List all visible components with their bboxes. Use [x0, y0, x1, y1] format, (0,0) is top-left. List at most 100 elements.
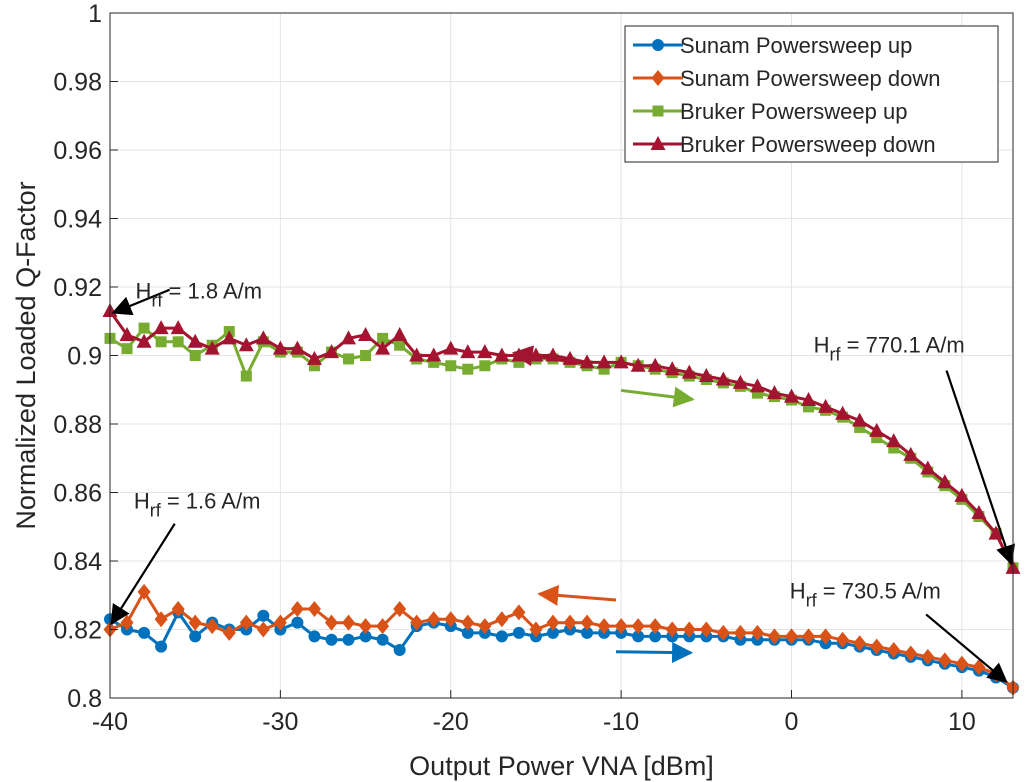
- data-point: [307, 600, 321, 617]
- data-point: [596, 354, 612, 369]
- data-point: [257, 609, 270, 622]
- annotations: Hrf = 1.8 A/m Hrf = 770.1 A/m Hrf = 1.6 A/…: [110, 279, 1016, 683]
- data-point: [273, 614, 287, 631]
- legend-entry: Sunam Powersweep down: [633, 66, 940, 91]
- data-point: [715, 371, 731, 386]
- data-point: [732, 374, 748, 389]
- data-point: [343, 353, 355, 365]
- data-point: [119, 326, 135, 341]
- data-point: [155, 336, 167, 348]
- legend-label: Bruker Powersweep down: [680, 132, 936, 157]
- annotation: Hrf = 770.1 A/m: [814, 332, 1016, 566]
- data-point: [256, 621, 270, 638]
- data-point: [767, 628, 781, 645]
- data-point: [138, 322, 150, 334]
- y-tick-label: 0.9: [67, 343, 102, 371]
- data-point: [750, 624, 764, 641]
- axis-ticks: -40 -30 -20 -10 0 10 0.8 0.82 0.84 0.86 0.88 0.9 0.9…: [53, 0, 975, 736]
- annotation-arrow: [111, 288, 171, 316]
- direction-arrow: [616, 642, 694, 664]
- legend-marker: [652, 39, 664, 51]
- y-tick-label: 0.84: [53, 548, 102, 576]
- data-point: [426, 347, 442, 362]
- legend-label: Sunam Powersweep up: [680, 33, 912, 58]
- data-point: [580, 614, 594, 631]
- data-point: [938, 652, 952, 669]
- data-point: [597, 618, 611, 635]
- data-point: [512, 604, 526, 621]
- data-point: [479, 360, 491, 372]
- data-point: [136, 333, 152, 348]
- data-point: [359, 618, 373, 635]
- x-tick-label: 10: [948, 708, 976, 736]
- data-point: [563, 614, 577, 631]
- data-point: [766, 385, 782, 400]
- y-tick-label: 0.82: [53, 617, 102, 645]
- data-point: [802, 628, 816, 645]
- annotation-text: Hrf = 1.6 A/m: [134, 488, 261, 520]
- annotation-arrow: [925, 613, 1008, 683]
- data-point: [291, 616, 304, 629]
- data-point: [699, 621, 713, 638]
- legend: Sunam Powersweep up Sunam Powersweep down…: [624, 25, 999, 163]
- annotation-text: Hrf = 730.5 A/m: [790, 578, 941, 610]
- data-point: [664, 361, 680, 376]
- annotation-text: Hrf = 770.1 A/m: [814, 332, 965, 364]
- legend-entry: Bruker Powersweep up: [633, 99, 907, 124]
- y-tick-label: 0.96: [53, 137, 102, 165]
- data-point: [342, 633, 355, 646]
- data-point: [341, 330, 357, 345]
- data-point: [853, 635, 867, 652]
- data-point: [955, 655, 969, 672]
- y-tick-label: 0.88: [53, 411, 102, 439]
- data-point: [155, 640, 168, 653]
- data-point: [665, 621, 679, 638]
- data-point: [749, 378, 765, 393]
- data-point: [954, 487, 970, 502]
- data-point: [376, 633, 389, 646]
- data-point: [409, 347, 425, 362]
- data-point: [359, 630, 372, 643]
- data-point: [121, 343, 133, 355]
- direction-arrow: [620, 386, 695, 408]
- series-1: [104, 606, 1019, 694]
- data-point: [377, 332, 389, 344]
- data-point: [444, 611, 458, 628]
- data-point: [460, 344, 476, 359]
- data-point: [477, 344, 493, 359]
- y-tick-label: 1: [88, 0, 102, 28]
- data-point: [427, 611, 441, 628]
- y-tick-label: 0.8: [67, 685, 102, 713]
- annotation: Hrf = 1.6 A/m: [110, 488, 261, 626]
- data-point: [632, 630, 645, 643]
- legend-marker: [652, 105, 664, 117]
- data-point: [342, 614, 356, 631]
- legend-entry: Sunam Powersweep up: [633, 33, 912, 58]
- data-point: [393, 644, 406, 657]
- data-point: [171, 600, 185, 617]
- data-point: [428, 356, 440, 368]
- data-point: [648, 618, 662, 635]
- data-point: [579, 354, 595, 369]
- data-point: [376, 618, 390, 635]
- data-point: [698, 368, 714, 383]
- data-point: [240, 370, 252, 382]
- data-point: [870, 638, 884, 655]
- data-point: [238, 337, 254, 352]
- data-point: [716, 624, 730, 641]
- data-point: [681, 364, 697, 379]
- data-point: [205, 618, 219, 635]
- data-point: [988, 525, 1004, 540]
- legend-marker: [650, 136, 666, 150]
- data-point: [682, 621, 696, 638]
- data-point: [461, 626, 474, 639]
- data-point: [308, 630, 321, 643]
- data-point: [819, 628, 833, 645]
- data-point: [494, 347, 510, 362]
- data-point: [393, 600, 407, 617]
- data-point: [529, 621, 543, 638]
- data-point: [733, 624, 747, 641]
- data-point: [512, 626, 525, 639]
- data-point: [290, 600, 304, 617]
- data-point: [495, 630, 508, 643]
